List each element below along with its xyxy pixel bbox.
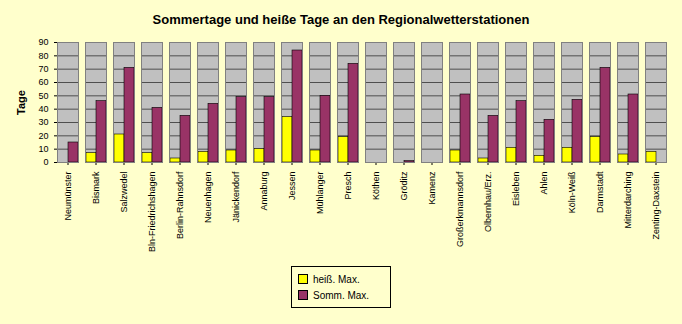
svg-text:Jänickendorf: Jänickendorf (231, 171, 241, 223)
svg-text:Annaburg: Annaburg (259, 172, 269, 211)
svg-text:Ahlen: Ahlen (539, 172, 549, 195)
svg-text:40: 40 (38, 104, 48, 114)
svg-text:Bismark: Bismark (91, 171, 101, 204)
svg-text:10: 10 (38, 144, 48, 154)
svg-text:Großerkmannsdorf: Großerkmannsdorf (455, 171, 465, 247)
html-text:heiß. Max.: heiß. Max. (313, 273, 360, 285)
svg-text:Gröditz: Gröditz (399, 171, 409, 201)
svg-text:Berlin-Rahnsdorf: Berlin-Rahnsdorf (175, 171, 185, 239)
svg-text:Köln-Weiß: Köln-Weiß (567, 171, 577, 213)
svg-text:Jessen: Jessen (287, 172, 297, 201)
svg-text:Presch: Presch (343, 172, 353, 200)
svg-text:50: 50 (38, 91, 48, 101)
svg-text:Köthen: Köthen (371, 172, 381, 201)
svg-text:Olbernhau/Erz.: Olbernhau/Erz. (483, 172, 493, 233)
svg-text:Zenting-Daxstein: Zenting-Daxstein (651, 172, 661, 240)
svg-text:Darmstadt: Darmstadt (595, 171, 605, 213)
svg-text:Tage: Tage (15, 90, 27, 115)
svg-text:Mühlanger: Mühlanger (315, 172, 325, 215)
svg-text:20: 20 (38, 131, 48, 141)
svg-text:Neumünster: Neumünster (63, 172, 73, 221)
svg-text:Salzwedel: Salzwedel (119, 172, 129, 213)
html-text:Sommertage und heiße Tage an d: Sommertage und heiße Tage an den Regiona… (152, 12, 530, 27)
svg-text:60: 60 (38, 77, 48, 87)
html-text:Somm. Max.: Somm. Max. (313, 289, 370, 301)
svg-text:90: 90 (38, 37, 48, 47)
svg-text:Eisleben: Eisleben (511, 172, 521, 207)
svg-text:Neuenhagen: Neuenhagen (203, 172, 213, 224)
svg-text:0: 0 (43, 157, 48, 167)
svg-text:70: 70 (38, 64, 48, 74)
svg-text:Kamenz: Kamenz (427, 171, 437, 205)
svg-text:80: 80 (38, 51, 48, 61)
svg-text:Mitterdarching: Mitterdarching (623, 172, 633, 229)
svg-text:Bln-Friedrichshagen: Bln-Friedrichshagen (147, 172, 157, 253)
svg-text:30: 30 (38, 117, 48, 127)
